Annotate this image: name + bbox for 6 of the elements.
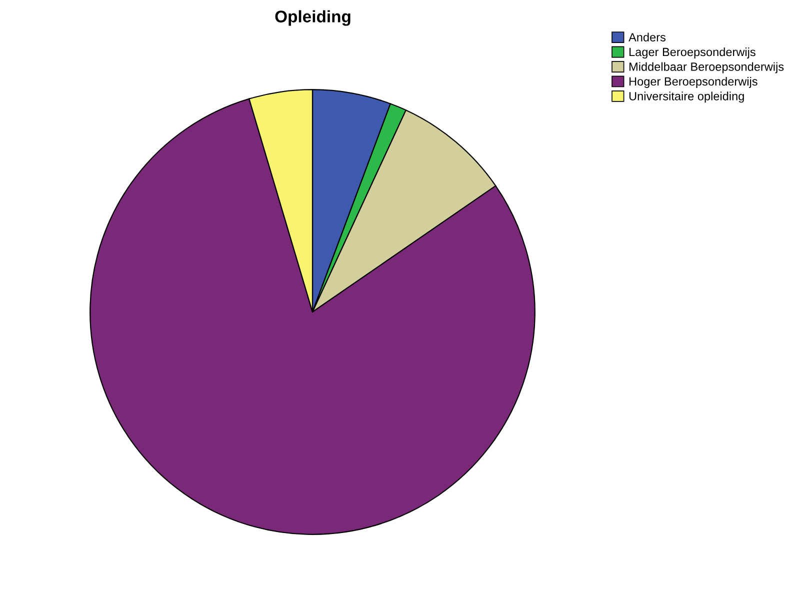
chart-title: Opleiding [275, 10, 350, 26]
legend-label: Anders [628, 32, 666, 42]
legend-label: Universitaire opleiding [629, 92, 744, 103]
legend-label: Lager Beroepsonderwijs [629, 48, 756, 59]
legend-label: Hoger Beroepsonderwijs [629, 76, 758, 88]
legend-label: Middelbaar Beroepsonderwijs [629, 62, 784, 74]
